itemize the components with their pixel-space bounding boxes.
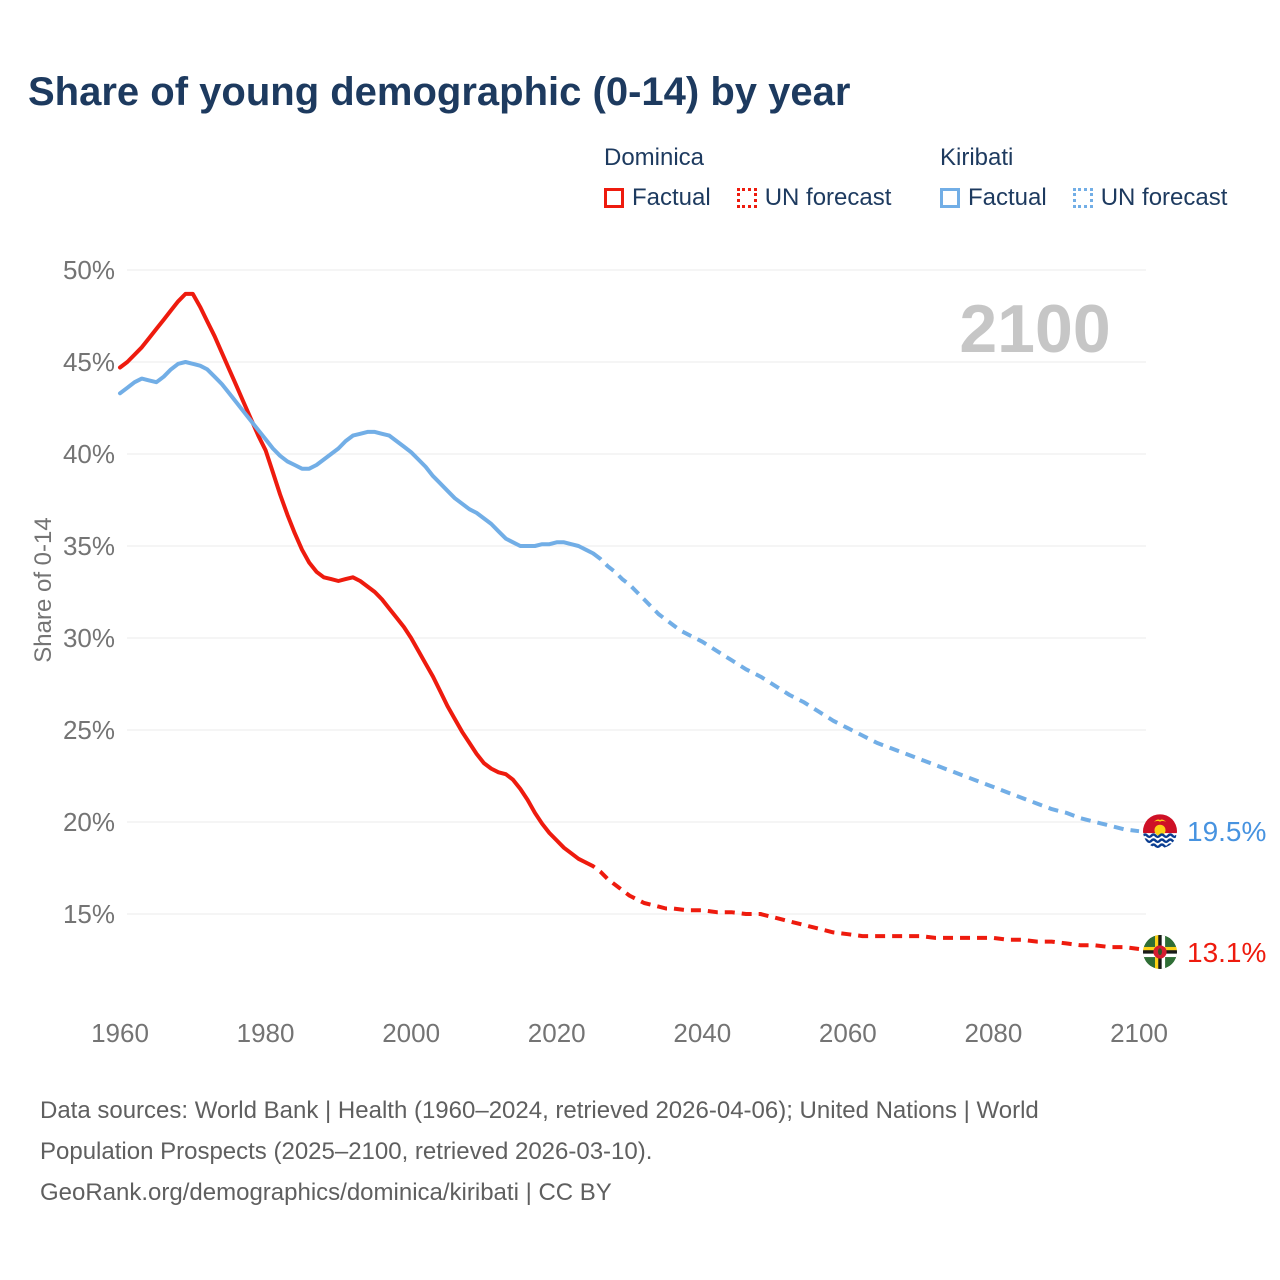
legend-group-dominica: Dominica Factual UN forecast — [604, 144, 891, 212]
footer-line-3: GeoRank.org/demographics/dominica/kiriba… — [40, 1179, 612, 1206]
svg-text:35%: 35% — [63, 531, 115, 561]
legend-item-dominica-factual[interactable]: Factual — [604, 184, 711, 212]
dominica-factual-swatch-icon — [604, 188, 624, 208]
legend-item-dominica-forecast[interactable]: UN forecast — [736, 184, 892, 212]
legend-item-kiribati-factual[interactable]: Factual — [940, 184, 1047, 212]
svg-text:2060: 2060 — [819, 1018, 877, 1048]
data-series-lines — [118, 291, 1140, 951]
legend-label: Factual — [968, 184, 1047, 211]
data-sources-footer: Data sources: World Bank | Health (1960–… — [40, 1090, 1220, 1213]
page-title: Share of young demographic (0-14) by yea… — [28, 70, 851, 114]
dominica-end-value-label: 13.1% — [1187, 937, 1266, 968]
svg-text:25%: 25% — [63, 715, 115, 745]
kiribati-flag-icon — [1143, 814, 1177, 849]
svg-text:2100: 2100 — [1110, 1018, 1168, 1048]
svg-text:45%: 45% — [63, 347, 115, 377]
svg-text:1980: 1980 — [237, 1018, 295, 1048]
y-axis-tick-labels: 50% 45% 40% 35% 30% 25% 20% 15% — [63, 255, 115, 929]
legend-group-kiribati: Kiribati Factual UN forecast — [940, 144, 1227, 212]
svg-text:15%: 15% — [63, 899, 115, 929]
svg-text:2000: 2000 — [382, 1018, 440, 1048]
legend-country-dominica: Dominica — [604, 144, 705, 171]
svg-text:1960: 1960 — [91, 1018, 149, 1048]
kiribati-end-value-label: 19.5% — [1187, 816, 1266, 847]
footer-line-1: Data sources: World Bank | Health (1960–… — [40, 1097, 1039, 1124]
legend-label: Factual — [632, 184, 711, 211]
svg-text:40%: 40% — [63, 439, 115, 469]
svg-text:2040: 2040 — [673, 1018, 731, 1048]
legend-label: UN forecast — [1100, 184, 1228, 211]
legend-country-kiribati: Kiribati — [940, 144, 1014, 171]
kiribati-factual-swatch-icon — [940, 188, 960, 208]
dominica-flag-icon — [1143, 934, 1177, 969]
year-indicator-watermark: 2100 — [959, 291, 1110, 367]
svg-text:2020: 2020 — [528, 1018, 586, 1048]
dominica-forecast-swatch-icon — [736, 188, 757, 208]
footer-line-2: Population Prospects (2025–2100, retriev… — [40, 1138, 653, 1165]
horizontal-gridlines — [127, 269, 1146, 915]
legend-item-kiribati-forecast[interactable]: UN forecast — [1072, 184, 1228, 212]
x-axis-tick-labels: 1960 1980 2000 2020 2040 2060 2080 2100 — [91, 1018, 1168, 1048]
legend-label: UN forecast — [764, 184, 892, 211]
svg-text:2080: 2080 — [965, 1018, 1023, 1048]
kiribati-forecast-swatch-icon — [1072, 188, 1093, 208]
svg-text:50%: 50% — [63, 255, 115, 285]
svg-text:30%: 30% — [63, 623, 115, 653]
svg-text:20%: 20% — [63, 807, 115, 837]
